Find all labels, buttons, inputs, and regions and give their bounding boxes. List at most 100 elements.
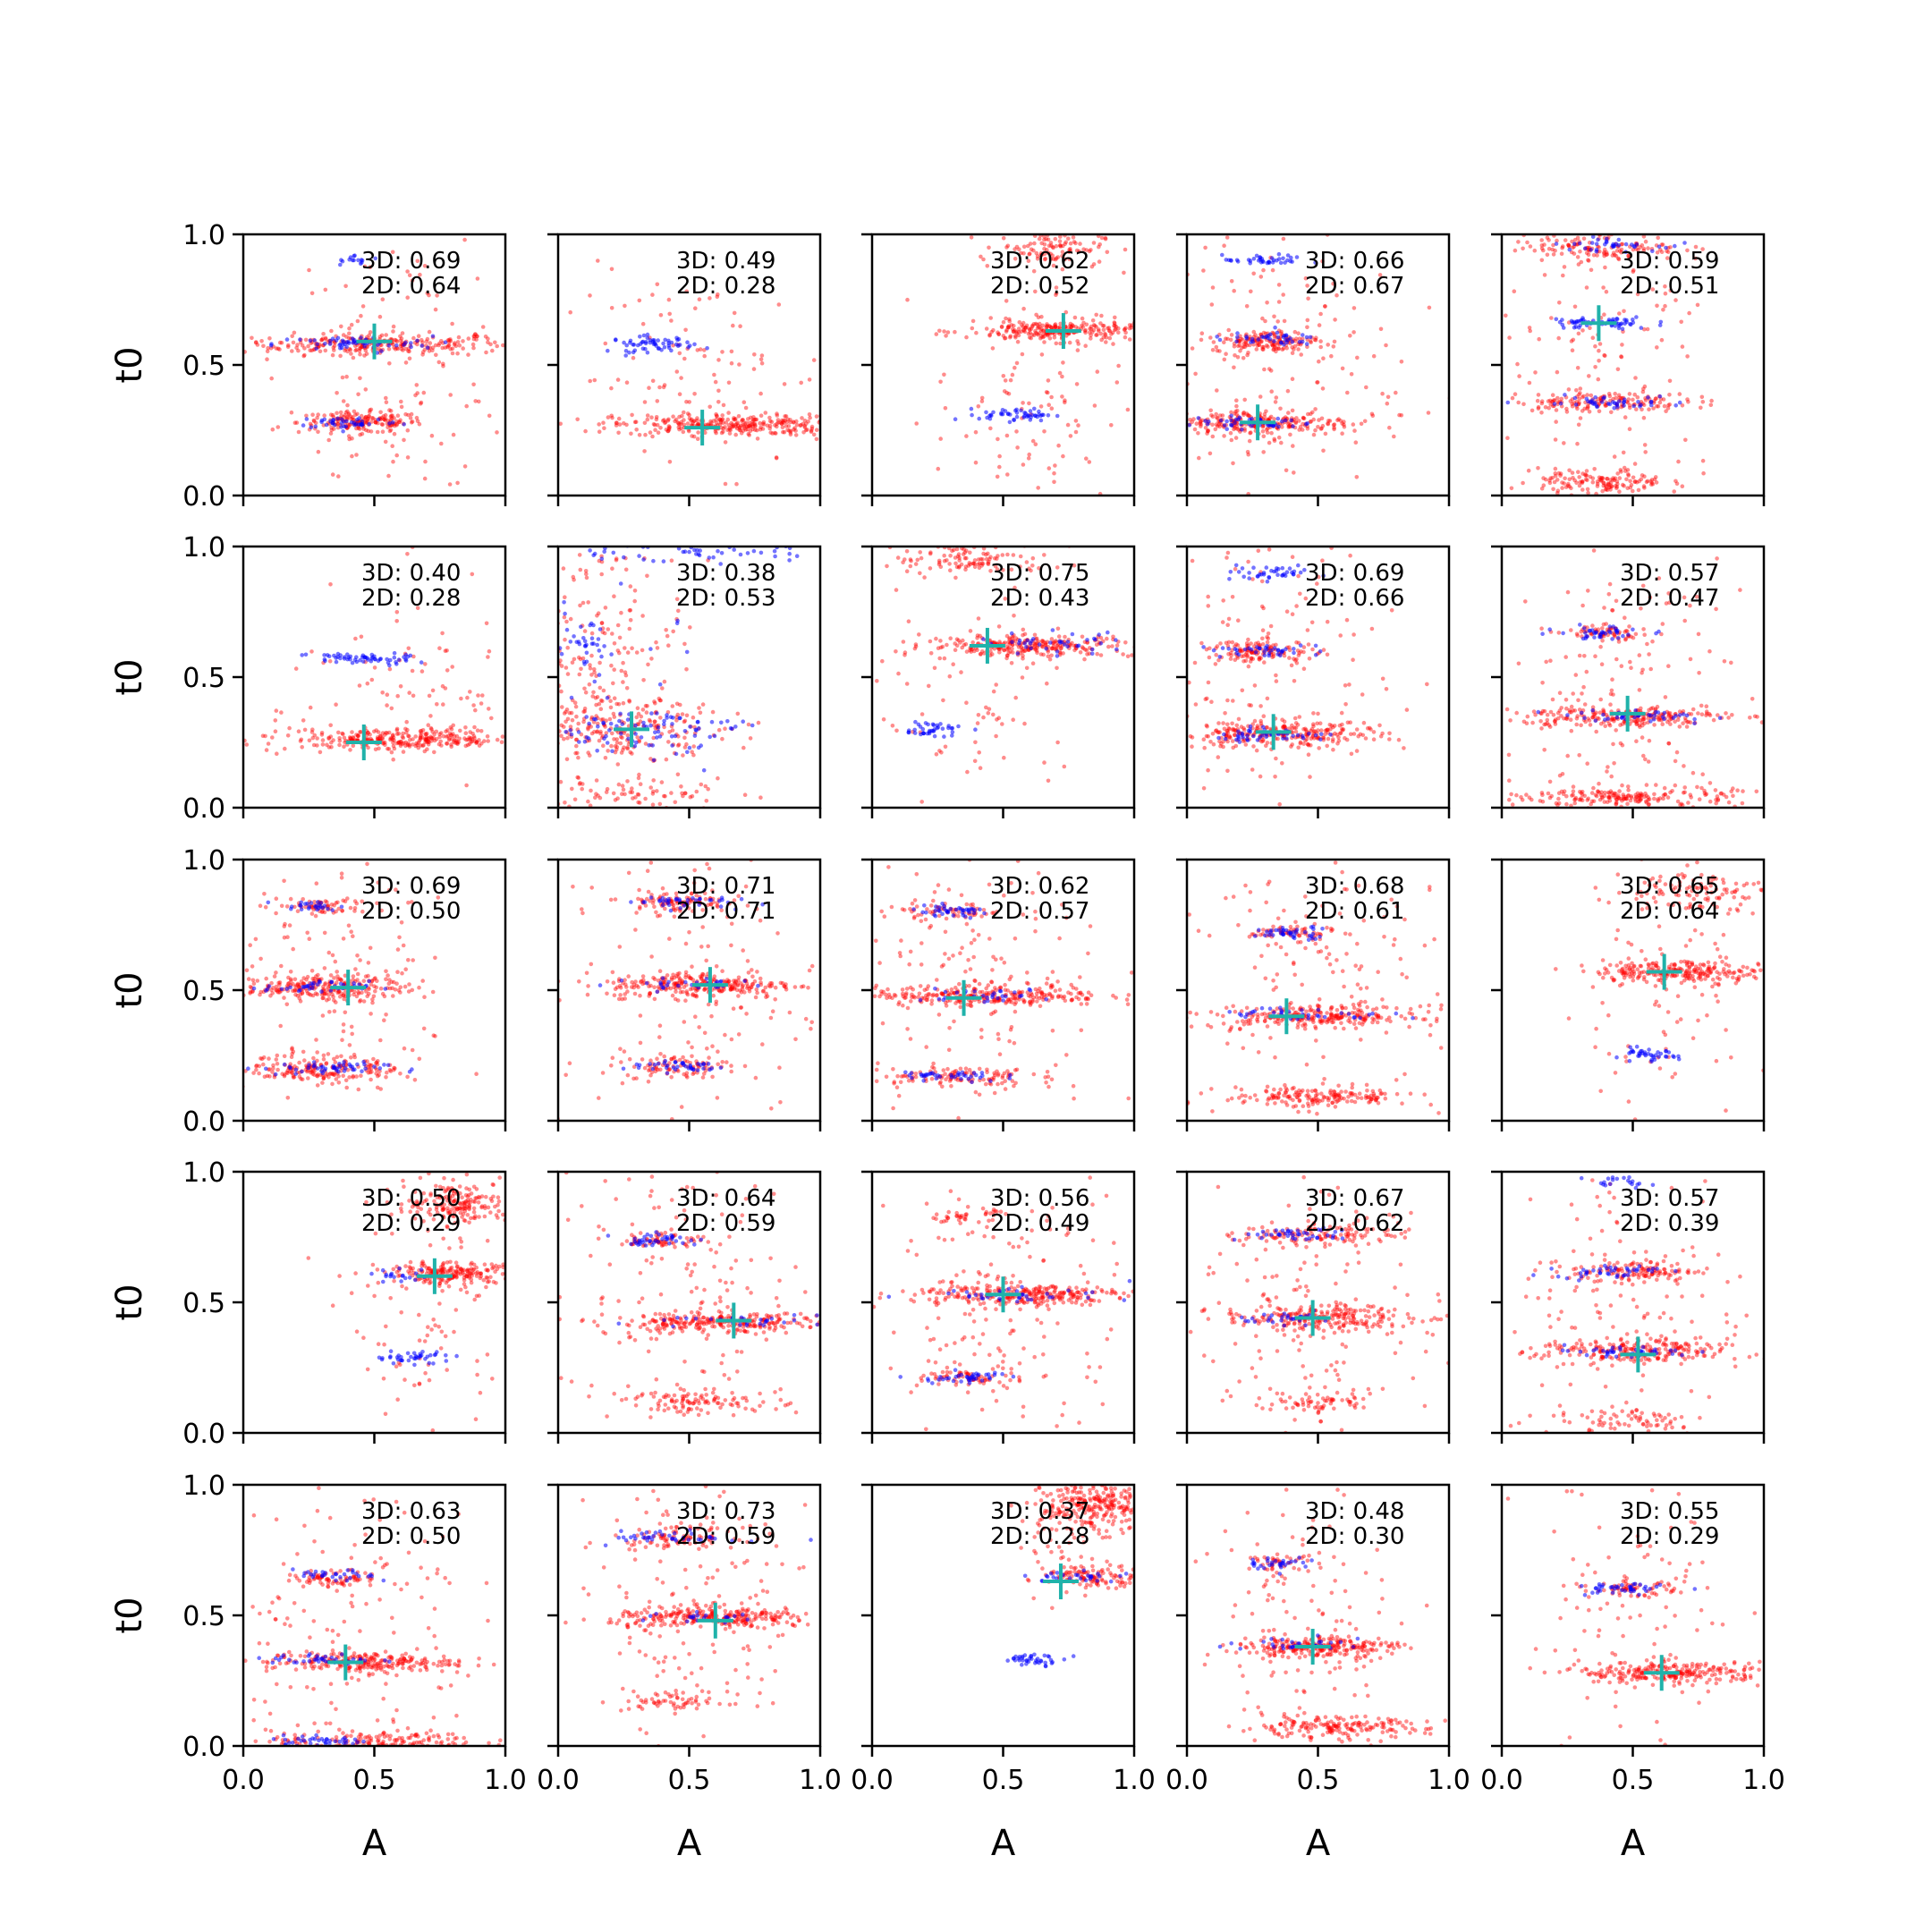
- sample-point-3d: [315, 743, 319, 748]
- sample-point-3d: [1575, 366, 1580, 370]
- sample-point-3d: [1654, 480, 1659, 485]
- sample-point-2d: [334, 659, 339, 665]
- sample-point-3d: [455, 340, 461, 344]
- sample-point-3d: [1604, 252, 1609, 258]
- sample-point-3d: [551, 734, 555, 739]
- sample-point-3d: [1196, 431, 1200, 436]
- sample-point-3d: [682, 718, 688, 724]
- sample-point-2d: [685, 750, 690, 755]
- sample-point-3d: [1580, 328, 1585, 333]
- sample-point-3d: [657, 801, 663, 807]
- sample-point-3d: [928, 551, 933, 556]
- sample-point-3d: [970, 326, 975, 331]
- sample-point-3d: [957, 555, 962, 560]
- sample-point-3d: [1634, 479, 1640, 485]
- sample-point-3d: [1628, 479, 1632, 484]
- sample-point-3d: [793, 428, 798, 433]
- sample-point-3d: [679, 376, 683, 380]
- sample-point-3d: [657, 698, 663, 703]
- sample-point-3d: [441, 364, 445, 369]
- sample-point-3d: [1588, 326, 1592, 331]
- sample-point-3d: [1234, 723, 1240, 728]
- sample-point-3d: [1590, 476, 1596, 480]
- sample-point-3d: [1640, 243, 1645, 248]
- sample-point-3d: [290, 334, 295, 339]
- sample-point-3d: [453, 741, 458, 745]
- sample-point-3d: [1378, 326, 1384, 332]
- sample-point-3d: [1257, 657, 1262, 662]
- sample-point-3d: [1032, 632, 1038, 638]
- sample-point-3d: [384, 395, 388, 401]
- sample-point-2d: [632, 348, 638, 353]
- sample-point-2d: [725, 719, 730, 724]
- sample-point-3d: [666, 426, 672, 431]
- sample-point-2d: [358, 657, 362, 663]
- sample-point-3d: [559, 689, 564, 694]
- sample-point-3d: [1241, 412, 1246, 418]
- sample-point-2d: [1589, 241, 1595, 245]
- sample-point-3d: [1225, 728, 1230, 733]
- sample-point-3d: [1004, 299, 1009, 303]
- sample-point-3d: [737, 362, 741, 367]
- sample-point-3d: [392, 746, 397, 751]
- sample-point-3d: [666, 424, 672, 428]
- sample-point-3d: [1331, 747, 1335, 752]
- sample-point-3d: [346, 434, 352, 438]
- sample-point-3d: [1649, 482, 1654, 487]
- sample-point-3d: [388, 736, 394, 741]
- sample-point-2d: [582, 739, 588, 744]
- sample-point-3d: [1021, 306, 1026, 311]
- sample-point-3d: [1064, 334, 1069, 338]
- sample-point-3d: [588, 663, 592, 667]
- sample-point-3d: [1199, 640, 1204, 646]
- sample-point-3d: [711, 419, 716, 423]
- sample-point-3d: [388, 428, 394, 433]
- sample-point-2d: [671, 716, 675, 720]
- sample-point-3d: [1070, 323, 1075, 327]
- sample-point-3d: [758, 420, 762, 426]
- sample-point-3d: [1307, 657, 1312, 661]
- sample-point-2d: [1573, 402, 1579, 407]
- sample-point-3d: [443, 686, 448, 691]
- sample-point-3d: [1241, 739, 1246, 743]
- sample-point-3d: [562, 711, 567, 716]
- sample-point-2d: [950, 733, 954, 738]
- sample-point-3d: [988, 569, 993, 573]
- sample-point-2d: [1256, 337, 1261, 342]
- sample-point-3d: [364, 352, 369, 356]
- sample-point-3d: [775, 420, 781, 425]
- sample-point-3d: [599, 572, 604, 577]
- sample-point-3d: [1354, 749, 1360, 753]
- sample-point-3d: [379, 415, 385, 420]
- sample-point-2d: [379, 349, 384, 353]
- sample-point-3d: [1216, 422, 1221, 427]
- sample-point-3d: [1013, 257, 1018, 261]
- sample-point-3d: [1643, 239, 1648, 244]
- sample-point-3d: [385, 692, 390, 697]
- sample-point-3d: [358, 345, 362, 351]
- sample-point-2d: [425, 345, 430, 351]
- sample-point-3d: [1087, 651, 1092, 656]
- sample-point-2d: [638, 342, 643, 346]
- sample-point-3d: [1058, 243, 1063, 248]
- sample-point-3d: [1038, 652, 1044, 657]
- sample-point-3d: [394, 728, 400, 733]
- sample-point-2d: [611, 550, 616, 555]
- sample-point-3d: [890, 724, 895, 728]
- sample-point-3d: [1290, 723, 1294, 728]
- sample-point-3d: [469, 735, 473, 741]
- sample-point-3d: [1058, 646, 1063, 650]
- sample-point-3d: [461, 346, 465, 351]
- sample-point-3d: [1558, 473, 1563, 478]
- sample-point-3d: [807, 377, 812, 382]
- sample-point-3d: [1276, 300, 1282, 304]
- sample-point-3d: [373, 419, 378, 425]
- sample-point-3d: [995, 567, 1000, 572]
- sample-point-3d: [441, 702, 445, 707]
- sample-point-3d: [430, 688, 436, 693]
- sample-point-3d: [405, 269, 410, 274]
- sample-point-2d: [409, 344, 413, 350]
- sample-point-3d: [1602, 352, 1606, 358]
- sample-point-3d: [1296, 347, 1301, 352]
- sample-point-3d: [1097, 242, 1102, 247]
